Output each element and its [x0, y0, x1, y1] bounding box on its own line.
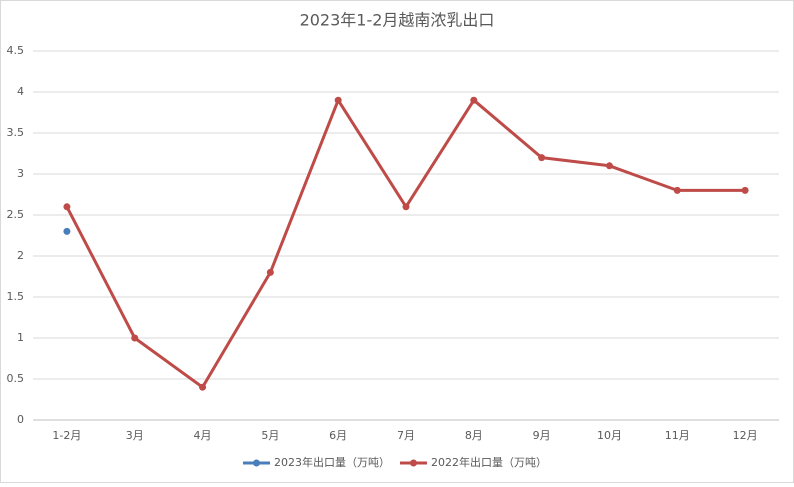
- point: [538, 154, 546, 162]
- x-tick-label: 5月: [261, 429, 279, 442]
- x-tick-label: 12月: [733, 429, 758, 442]
- legend-label: 2023年出口量（万吨）: [274, 455, 390, 469]
- point: [131, 334, 139, 342]
- point: [199, 383, 207, 391]
- x-tick-label: 1-2月: [52, 429, 81, 442]
- y-tick-label: 2: [17, 249, 24, 262]
- y-tick-label: 1: [17, 331, 24, 344]
- x-tick-label: 6月: [329, 429, 347, 442]
- y-tick-label: 3: [17, 167, 24, 180]
- x-tick-label: 11月: [665, 429, 690, 442]
- legend-marker: [253, 459, 260, 467]
- point: [266, 268, 274, 276]
- y-tick-label: 0.5: [7, 372, 25, 385]
- point: [470, 96, 478, 104]
- x-tick-label: 4月: [194, 429, 212, 442]
- x-tick-label: 7月: [397, 429, 415, 442]
- point: [63, 227, 71, 235]
- y-tick-label: 3.5: [7, 126, 25, 139]
- point: [605, 162, 613, 170]
- legend-marker: [410, 459, 417, 467]
- x-tick-label: 3月: [126, 429, 144, 442]
- x-tick-label: 10月: [597, 429, 622, 442]
- y-tick-label: 0: [17, 413, 24, 426]
- y-tick-label: 2.5: [7, 208, 25, 221]
- chart-title: 2023年1-2月越南浓乳出口: [300, 11, 495, 30]
- x-tick-label: 8月: [465, 429, 483, 442]
- point: [741, 186, 749, 194]
- point: [673, 186, 681, 194]
- point: [63, 203, 71, 211]
- point: [334, 96, 342, 104]
- y-tick-label: 1.5: [7, 290, 25, 303]
- y-tick-label: 4.5: [7, 44, 25, 57]
- x-tick-label: 9月: [533, 429, 551, 442]
- point: [402, 203, 410, 211]
- legend-label: 2022年出口量（万吨）: [431, 455, 547, 469]
- y-tick-label: 4: [17, 85, 24, 98]
